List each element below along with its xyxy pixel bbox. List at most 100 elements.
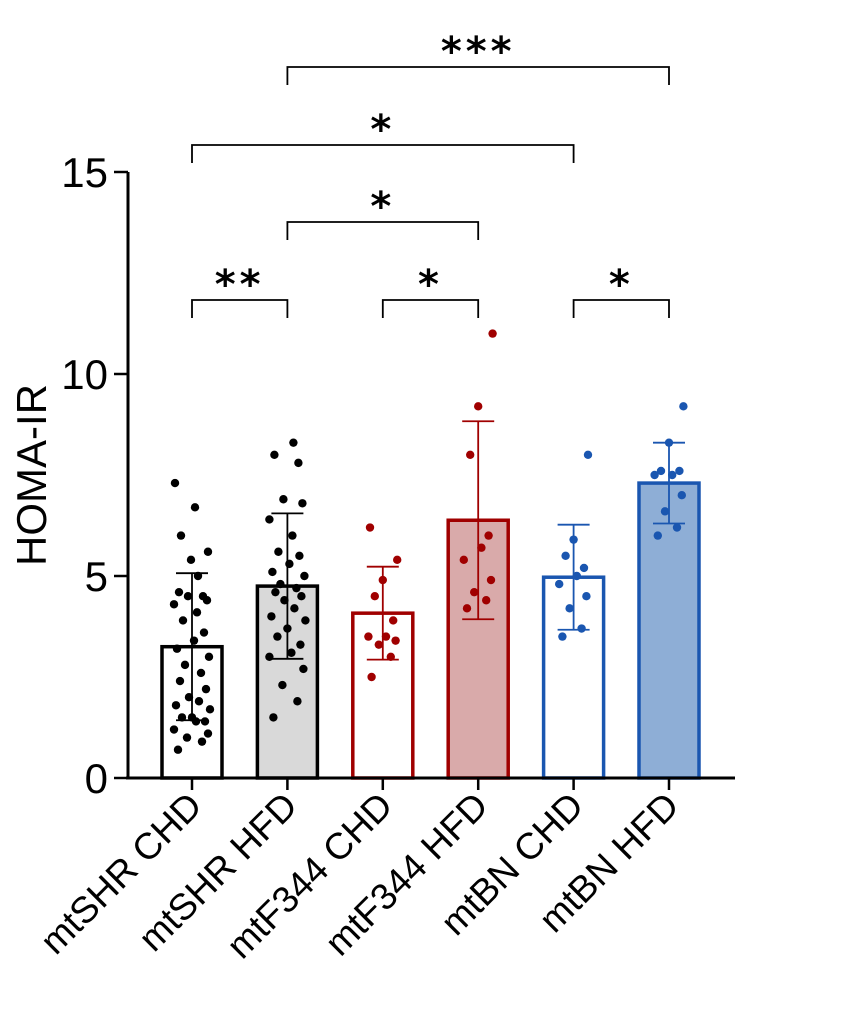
data-point bbox=[196, 668, 206, 678]
data-point bbox=[265, 515, 274, 524]
data-point bbox=[273, 632, 282, 641]
data-point bbox=[200, 717, 210, 726]
data-point bbox=[288, 531, 297, 540]
data-point bbox=[193, 571, 203, 581]
data-point bbox=[198, 592, 208, 601]
data-point bbox=[187, 713, 197, 722]
data-point bbox=[555, 579, 564, 589]
y-ticks-layer: 0 5 10 15 bbox=[61, 149, 128, 802]
data-point bbox=[194, 697, 204, 706]
data-point bbox=[561, 551, 570, 560]
data-point bbox=[203, 729, 213, 738]
significance-label: * bbox=[370, 107, 395, 153]
data-points-layer bbox=[169, 329, 688, 754]
data-point bbox=[177, 713, 187, 722]
y-tick-label: 15 bbox=[61, 149, 108, 196]
significance-label: ** bbox=[215, 262, 265, 308]
data-point bbox=[299, 664, 308, 674]
data-point bbox=[300, 571, 309, 581]
data-point bbox=[297, 592, 306, 601]
significance-label: * bbox=[609, 262, 634, 308]
data-point bbox=[197, 737, 207, 746]
significance-bracket bbox=[286, 66, 670, 85]
data-point bbox=[265, 652, 274, 661]
data-point bbox=[290, 604, 299, 613]
data-point bbox=[579, 563, 589, 573]
data-point bbox=[668, 470, 677, 480]
data-point bbox=[393, 555, 402, 565]
data-point bbox=[171, 701, 181, 710]
x-tick-label: mtF344 CHD bbox=[219, 785, 401, 967]
data-point bbox=[203, 547, 213, 556]
data-point bbox=[170, 478, 180, 488]
data-point bbox=[378, 575, 387, 585]
data-point bbox=[656, 466, 666, 476]
data-point bbox=[477, 543, 486, 552]
data-point bbox=[184, 693, 194, 702]
error-bars-layer bbox=[176, 420, 685, 722]
data-point bbox=[296, 640, 305, 649]
data-point bbox=[268, 567, 277, 577]
bar-mtbn-hfd bbox=[637, 481, 701, 780]
data-point bbox=[270, 450, 279, 459]
data-point bbox=[182, 733, 192, 742]
data-point bbox=[294, 458, 303, 468]
data-point bbox=[280, 596, 289, 605]
data-point bbox=[180, 660, 190, 670]
axes-layer bbox=[126, 172, 735, 780]
y-tick-label: 5 bbox=[85, 553, 108, 600]
bars-layer bbox=[160, 481, 701, 780]
data-point bbox=[176, 531, 186, 540]
significance-bracket bbox=[191, 144, 575, 163]
significance-layer: ** * ****** bbox=[191, 29, 670, 318]
data-point bbox=[183, 592, 193, 601]
data-point bbox=[278, 680, 287, 690]
data-point bbox=[389, 616, 398, 625]
significance-bracket bbox=[572, 299, 670, 318]
data-point bbox=[285, 559, 294, 569]
data-point bbox=[381, 632, 391, 641]
data-point bbox=[582, 592, 591, 601]
data-point bbox=[172, 644, 182, 653]
data-point bbox=[583, 450, 593, 459]
data-point bbox=[289, 438, 298, 447]
data-point bbox=[201, 684, 211, 694]
data-point bbox=[679, 402, 688, 411]
data-point bbox=[675, 466, 684, 476]
data-point bbox=[301, 616, 310, 625]
y-tick-label: 10 bbox=[61, 351, 108, 398]
data-point bbox=[186, 555, 196, 565]
data-point bbox=[558, 632, 567, 641]
data-point bbox=[274, 547, 283, 556]
data-point bbox=[672, 523, 682, 532]
data-point bbox=[178, 616, 188, 625]
data-point bbox=[677, 491, 686, 500]
data-point bbox=[462, 604, 472, 613]
data-point bbox=[283, 624, 292, 633]
data-point bbox=[190, 503, 200, 512]
data-point bbox=[192, 608, 202, 617]
data-point bbox=[577, 624, 586, 633]
data-point bbox=[367, 672, 376, 682]
data-point bbox=[364, 632, 373, 641]
data-point bbox=[482, 596, 491, 605]
data-point bbox=[466, 450, 475, 459]
data-point bbox=[287, 648, 296, 657]
data-point bbox=[169, 725, 179, 734]
data-point bbox=[189, 636, 199, 645]
data-point bbox=[293, 697, 302, 706]
data-point bbox=[474, 402, 483, 411]
data-point bbox=[276, 579, 285, 589]
data-point bbox=[292, 583, 301, 593]
data-point bbox=[279, 495, 288, 504]
data-point bbox=[488, 329, 497, 338]
significance-label: * bbox=[418, 262, 443, 308]
data-point bbox=[470, 587, 479, 597]
data-point bbox=[169, 600, 179, 609]
data-point bbox=[374, 640, 383, 649]
data-point bbox=[653, 531, 662, 540]
data-point bbox=[391, 636, 400, 645]
data-point bbox=[486, 575, 496, 585]
